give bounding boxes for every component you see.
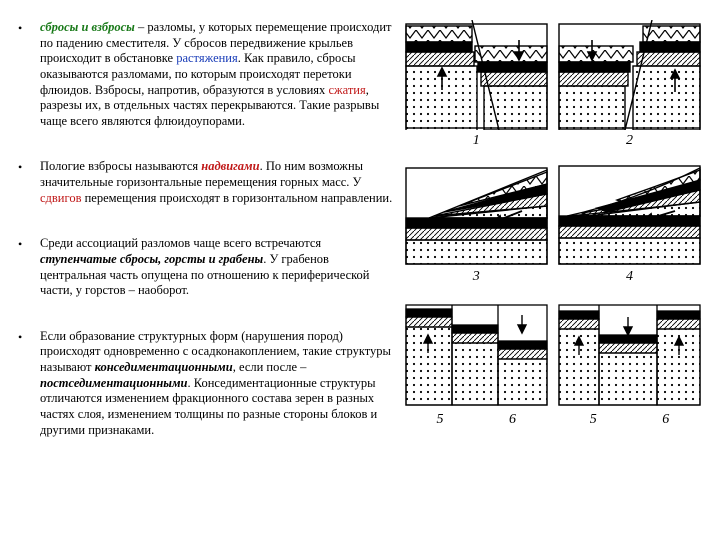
bullet-1: • сбросы и взбросы – разломы, у которых … bbox=[18, 20, 396, 129]
fig-row-3: 5 6 bbox=[404, 291, 702, 429]
figure-5-number: 5 bbox=[437, 411, 444, 429]
bullet-list: • сбросы и взбросы – разломы, у которых … bbox=[18, 20, 396, 438]
bullet-2-text: Пологие взбросы называются надвигами. По… bbox=[40, 159, 396, 206]
figure-3-svg bbox=[404, 156, 549, 266]
bullet-3: • Среди ассоциаций разломов чаще всего в… bbox=[18, 236, 396, 299]
figure-4-svg bbox=[557, 156, 702, 266]
bullet-4: • Если образование структурных форм (нар… bbox=[18, 329, 396, 438]
text-column: • сбросы и взбросы – разломы, у которых … bbox=[18, 20, 404, 520]
term-graben: ступенчатые сбросы, горсты и грабены bbox=[40, 252, 263, 266]
bullet-2: • Пологие взбросы называются надвигами. … bbox=[18, 159, 396, 206]
bullet-1-text: сбросы и взбросы – разломы, у которых пе… bbox=[40, 20, 396, 129]
figure-1-svg bbox=[404, 20, 549, 130]
term-rastyazh: растяжения bbox=[176, 51, 238, 65]
figure-3: 3 bbox=[404, 156, 549, 286]
figure-56b-labels: 5 6 bbox=[557, 409, 702, 429]
t: перемещения происходят в горизонтальном … bbox=[81, 191, 392, 205]
figure-6-svg bbox=[557, 291, 702, 409]
bullet-marker: • bbox=[18, 159, 40, 206]
figure-4-number: 4 bbox=[626, 268, 633, 286]
figure-6-number: 6 bbox=[509, 411, 516, 429]
term-konsed: конседиментационными bbox=[95, 360, 233, 374]
term-postsed: постседиментационными bbox=[40, 376, 188, 390]
bullet-4-text: Если образование структурных форм (наруш… bbox=[40, 329, 396, 438]
t: , если после – bbox=[233, 360, 307, 374]
t: Среди ассоциаций разломов чаще всего вст… bbox=[40, 236, 321, 250]
figure-4: 4 bbox=[557, 156, 702, 286]
bullet-3-text: Среди ассоциаций разломов чаще всего вст… bbox=[40, 236, 396, 299]
t: Пологие взбросы называются bbox=[40, 159, 201, 173]
figure-2-svg bbox=[557, 20, 702, 130]
figure-5b-number: 5 bbox=[590, 411, 597, 429]
figure-56-labels: 5 6 bbox=[404, 409, 549, 429]
figure-1-number: 1 bbox=[473, 132, 480, 150]
bullet-marker: • bbox=[18, 329, 40, 438]
bullet-marker: • bbox=[18, 236, 40, 299]
figure-5: 5 6 bbox=[404, 291, 549, 429]
figure-6b-number: 6 bbox=[662, 411, 669, 429]
fig-row-1: 1 bbox=[404, 20, 702, 150]
figure-1: 1 bbox=[404, 20, 549, 150]
figure-2: 2 bbox=[557, 20, 702, 150]
term-sdvigi: сдвигов bbox=[40, 191, 81, 205]
figure-column: 1 bbox=[404, 20, 702, 520]
term-szhatia: сжатия bbox=[328, 83, 365, 97]
fig-row-2: 3 bbox=[404, 156, 702, 286]
figure-3-number: 3 bbox=[473, 268, 480, 286]
figure-6: 5 6 bbox=[557, 291, 702, 429]
term-sbrosy: сбросы и взбросы bbox=[40, 20, 135, 34]
figure-2-number: 2 bbox=[626, 132, 633, 150]
figure-5-svg bbox=[404, 291, 549, 409]
bullet-marker: • bbox=[18, 20, 40, 129]
term-nadvigi: надвигами bbox=[201, 159, 259, 173]
